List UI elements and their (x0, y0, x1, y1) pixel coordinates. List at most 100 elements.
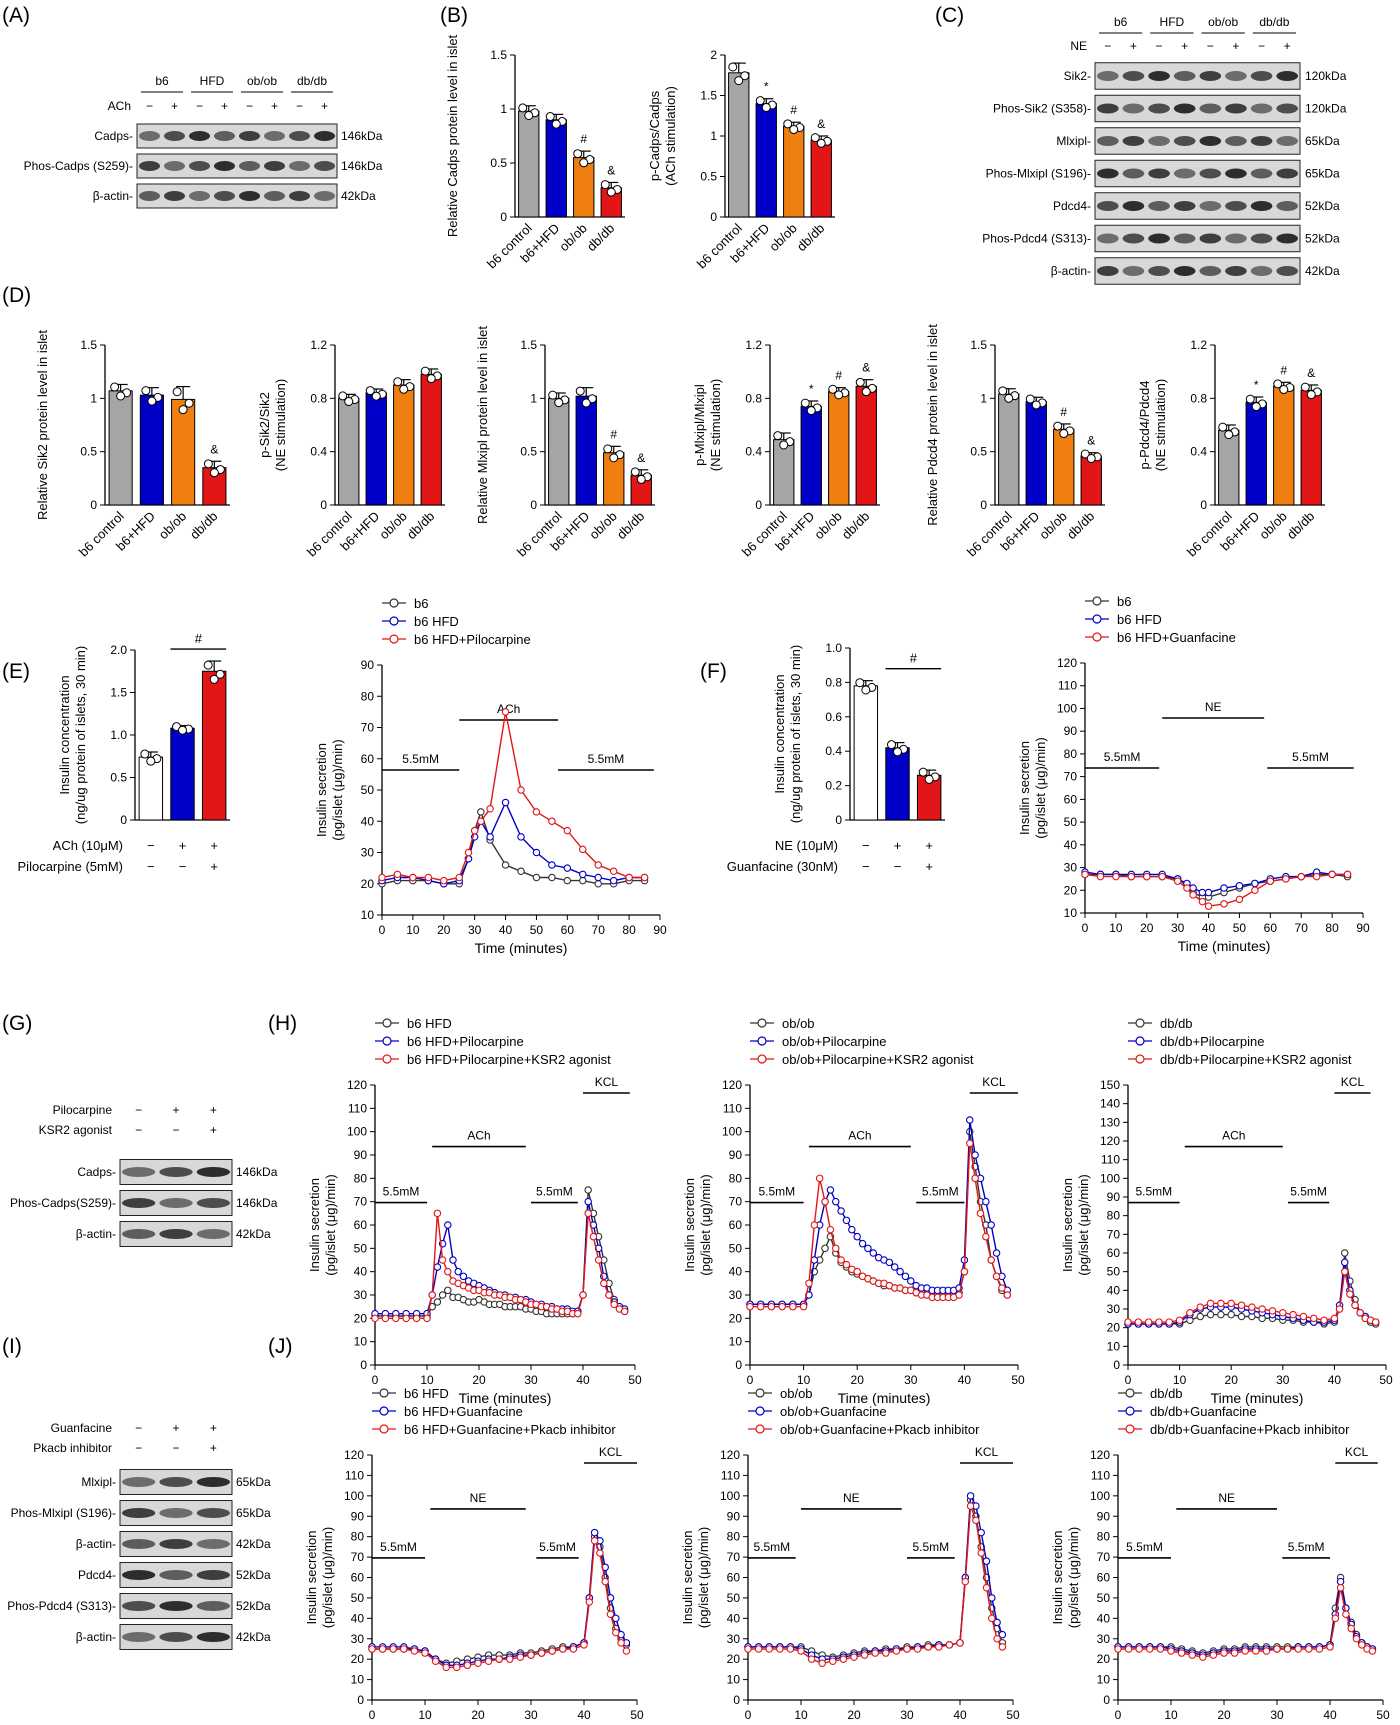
y-tick-label: 10 (729, 1335, 743, 1349)
data-point (1279, 385, 1289, 395)
x-tick-label: 20 (847, 1708, 861, 1722)
y-axis-label-line: Relative Pdcd4 protein level in islet (925, 324, 940, 526)
stimulus-label: NE (843, 1491, 860, 1505)
data-point (783, 119, 793, 129)
blot-treatment-label: NE (1070, 39, 1087, 53)
series-point (548, 1647, 556, 1655)
x-tick-label: 40 (577, 1708, 591, 1722)
bar-chart-D1: 0 0.5 1 1.5 Relative Sik2 protein level in i… (35, 330, 230, 559)
series-point (428, 1291, 436, 1299)
series-point (1188, 1651, 1196, 1659)
series-point (1330, 1314, 1339, 1323)
legend-swatch-marker (379, 1406, 389, 1416)
blot-band (159, 1198, 193, 1208)
blot-band (214, 191, 235, 201)
blot-band (1122, 71, 1145, 81)
y-tick-label: 1.5 (520, 338, 537, 352)
bar (755, 103, 777, 218)
blot-band (1199, 71, 1222, 81)
series-point (1237, 1301, 1246, 1310)
series-point (1340, 1267, 1349, 1276)
series-point (1230, 1649, 1239, 1657)
series-point (378, 1645, 387, 1653)
data-point (779, 440, 789, 450)
stimulus-label: 5.5mM (922, 1185, 959, 1199)
y-tick-label: 20 (1097, 1652, 1111, 1666)
y-tick-label: 110 (348, 1101, 367, 1115)
category-label: db/db (839, 509, 873, 543)
y-tick-label: 30 (1097, 1632, 1111, 1646)
stimulus-label: 5.5mM (539, 1540, 576, 1554)
significance-mark: # (835, 369, 842, 383)
bar (393, 384, 415, 506)
stimulus-label: KCL (1341, 1075, 1365, 1089)
series-point (832, 1244, 840, 1253)
series-point (1299, 1312, 1308, 1321)
series-point (1328, 870, 1336, 879)
y-tick-label: 0.4 (825, 744, 842, 758)
series-point (1237, 1312, 1246, 1321)
blot-band (1097, 71, 1119, 81)
blot-condition-label: Pkacb inhibitor (33, 1441, 112, 1455)
blot-condition-sign: − (172, 1123, 179, 1137)
y-tick-label: 90 (351, 1509, 365, 1523)
x-tick-label: 40 (953, 1708, 967, 1722)
legend-swatch-marker (1125, 1424, 1135, 1434)
x-tick-label: 30 (1171, 921, 1185, 935)
blot-row-label: Phos-Sik2 (S358)- (993, 102, 1091, 116)
data-point (609, 453, 619, 463)
stimulus-label: KCL (975, 1445, 999, 1459)
series-point (1273, 1645, 1281, 1653)
stimulus-label: 5.5mM (402, 752, 439, 766)
legend-label: ob/ob+Guanfacine (780, 1404, 887, 1419)
series-point (903, 1645, 911, 1653)
x-tick-label: 30 (1270, 1708, 1284, 1722)
y-tick-label: 20 (361, 877, 375, 891)
series-point (486, 804, 494, 813)
blot-condition-sign: + (210, 1421, 217, 1435)
y-axis-label: Relative Sik2 protein level in islet (35, 330, 50, 520)
x-tick-label: 20 (851, 1373, 865, 1387)
y-tick-label: 20 (727, 1652, 741, 1666)
data-point (172, 387, 182, 397)
data-point (998, 386, 1008, 396)
series-point (778, 1302, 786, 1311)
y-tick-label: 50 (729, 1241, 743, 1255)
legend-swatch-marker (757, 1018, 767, 1028)
data-point (1218, 422, 1228, 432)
blot-band (159, 1229, 193, 1239)
data-point (554, 398, 564, 408)
data-point (1059, 429, 1069, 439)
series-point (971, 1174, 979, 1183)
series-point (842, 1260, 851, 1269)
y-tick-label: 120 (347, 1078, 367, 1092)
blot-band (1122, 136, 1145, 146)
x-tick-label: 50 (630, 1708, 644, 1722)
y-tick-label: 10 (727, 1673, 741, 1687)
series-point (1206, 1310, 1215, 1319)
condition-sign: + (925, 838, 933, 853)
series-point (754, 1645, 763, 1653)
series-point (789, 1302, 797, 1311)
y-tick-label: 100 (1100, 1171, 1120, 1185)
y-tick-label: 110 (345, 1468, 364, 1482)
blot-group-label: ob/ob (247, 74, 277, 88)
y-tick-label: 0 (500, 210, 507, 224)
y-tick-label: 80 (1064, 747, 1078, 761)
series-point (871, 1649, 879, 1657)
bar (853, 685, 879, 821)
data-point (887, 740, 896, 750)
y-tick-label: 0 (1103, 1693, 1110, 1707)
data-point (810, 133, 820, 143)
blot-condition-sign: + (172, 1421, 179, 1435)
data-point (365, 386, 375, 396)
blot-band (122, 1167, 156, 1177)
y-axis-label-line: p-Sik2/Sik2 (257, 392, 272, 458)
blot-band (1225, 103, 1247, 114)
significance-mark: * (1254, 378, 1259, 392)
category-label: ob/ob (156, 509, 190, 543)
series-point (532, 848, 541, 857)
blot-treatment-sign: − (296, 99, 303, 113)
y-tick-label: 70 (351, 1550, 365, 1564)
